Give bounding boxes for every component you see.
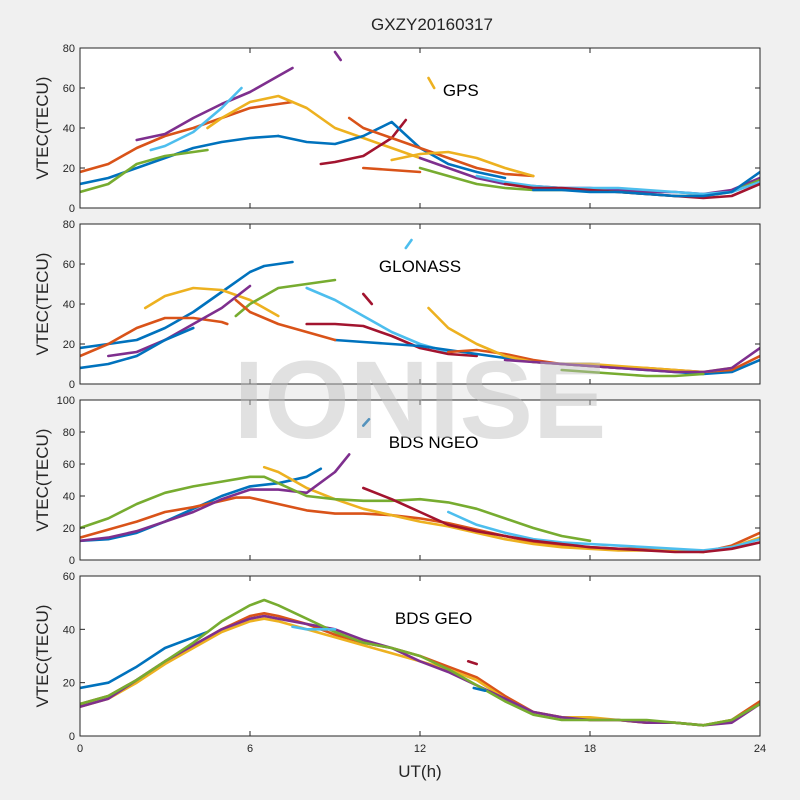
series-line — [305, 322, 479, 358]
y-tick-label: 0 — [69, 731, 75, 743]
series-line — [80, 326, 195, 370]
figure-title: GXZY20160317 — [371, 15, 493, 34]
panel-annotation: BDS GEO — [395, 609, 472, 628]
series-line — [80, 598, 760, 727]
series-group — [80, 50, 760, 200]
y-tick-label: 60 — [63, 459, 75, 471]
plot-area — [80, 48, 760, 208]
series-line — [80, 100, 294, 174]
y-tick-label: 40 — [63, 299, 75, 311]
series-line — [466, 659, 479, 666]
series-group — [80, 238, 760, 378]
panel-3: 0 20 40 60 80 100 VTEC(TECU) BDS NGEO — [33, 395, 761, 567]
y-tick-label: 60 — [63, 571, 75, 583]
panel-annotation: GPS — [443, 81, 479, 100]
series-line — [361, 166, 422, 174]
series-line — [234, 298, 337, 342]
series-line — [361, 292, 374, 306]
y-tick-label: 60 — [63, 259, 75, 271]
series-line — [475, 174, 760, 196]
series-line — [107, 284, 252, 358]
x-tick-label: 12 — [414, 743, 426, 755]
series-line — [560, 368, 705, 378]
x-tick-label: 0 — [77, 743, 83, 755]
plot-area — [80, 400, 760, 560]
series-line — [390, 150, 535, 178]
panel-annotation: BDS NGEO — [389, 433, 479, 452]
x-tick-label: 6 — [247, 743, 253, 755]
y-tick-label: 20 — [63, 339, 75, 351]
y-tick-label: 20 — [63, 678, 75, 690]
series-group — [80, 598, 760, 727]
y-tick-label: 100 — [57, 395, 75, 407]
plot-area — [80, 224, 760, 384]
x-tick-label: 18 — [584, 743, 596, 755]
series-line — [80, 260, 294, 350]
x-axis-label: UT(h) — [398, 762, 441, 781]
series-line — [80, 148, 209, 194]
series-line — [446, 510, 760, 552]
y-tick-label: 20 — [63, 523, 75, 535]
y-tick-label: 40 — [63, 123, 75, 135]
series-line — [531, 170, 760, 198]
series-line — [503, 346, 760, 374]
panel-1: 0 20 40 60 80 VTEC(TECU) GPS — [33, 43, 761, 215]
y-axis-label: VTEC(TECU) — [33, 429, 52, 532]
y-tick-label: 40 — [63, 491, 75, 503]
series-line — [427, 76, 436, 90]
y-tick-label: 80 — [63, 427, 75, 439]
series-line — [80, 630, 209, 690]
series-line — [305, 286, 450, 354]
panel-4: 0 20 40 60 0 6 12 18 24 VTEC(TECU) BDS GEO — [33, 571, 766, 755]
y-axis-label: VTEC(TECU) — [33, 605, 52, 708]
series-line — [361, 486, 760, 554]
y-tick-label: 80 — [63, 219, 75, 231]
series-line — [149, 86, 243, 152]
y-axis-label: VTEC(TECU) — [33, 253, 52, 356]
series-line — [319, 118, 408, 166]
y-tick-label: 40 — [63, 624, 75, 636]
series-group — [80, 417, 760, 554]
series-line — [472, 686, 487, 693]
series-line — [276, 120, 507, 180]
series-line — [143, 286, 280, 318]
series-line — [80, 496, 760, 554]
watermark: IONISE — [234, 339, 607, 462]
series-line — [80, 614, 760, 727]
y-tick-label: 0 — [69, 555, 75, 567]
y-tick-label: 80 — [63, 43, 75, 55]
y-axis-label: VTEC(TECU) — [33, 77, 52, 180]
series-line — [291, 625, 337, 631]
series-line — [404, 238, 413, 250]
series-line — [80, 453, 351, 543]
series-line — [80, 316, 229, 358]
series-line — [80, 475, 592, 543]
series-line — [333, 50, 343, 62]
y-tick-label: 0 — [69, 203, 75, 215]
panel-2: 0 20 40 60 80 VTEC(TECU) GLONASS — [33, 219, 761, 391]
x-tick-label: 24 — [754, 743, 766, 755]
y-tick-label: 60 — [63, 83, 75, 95]
series-line — [135, 66, 294, 142]
y-tick-label: 20 — [63, 163, 75, 175]
panel-annotation: GLONASS — [379, 257, 461, 276]
series-line — [361, 417, 371, 427]
y-tick-label: 0 — [69, 379, 75, 391]
